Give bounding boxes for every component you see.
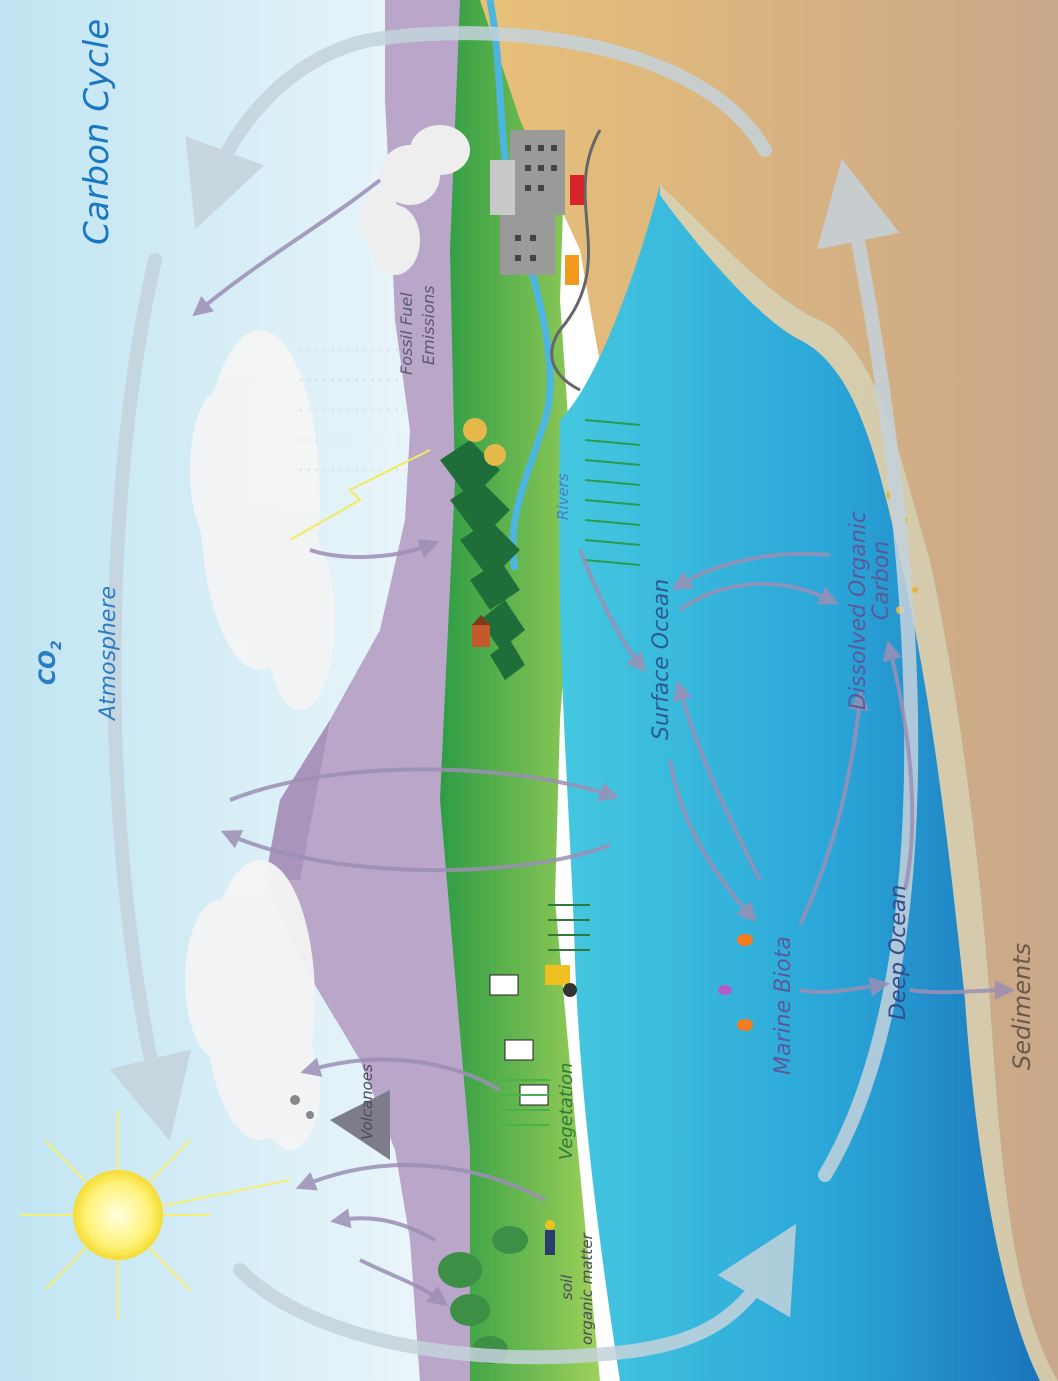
- surface-ocean-label: Surface Ocean: [649, 579, 674, 740]
- co2-label: CO2: [36, 640, 65, 685]
- grass-icon: [500, 1079, 550, 1126]
- dissolved-carbon-line2: Carbon: [869, 541, 894, 620]
- factory-icon: [490, 130, 584, 285]
- mountain-range: [265, 0, 470, 1381]
- marsh-grass-icon: [584, 419, 641, 566]
- atmosphere-label: Atmosphere: [96, 586, 121, 722]
- vegetation-label: Vegetation: [556, 1063, 577, 1160]
- diagram-title: Carbon Cycle: [77, 19, 117, 245]
- tractor-icon: [545, 965, 577, 997]
- volcano-icon: [290, 1090, 390, 1160]
- house-icon: [472, 615, 490, 647]
- fish-icon: [737, 934, 753, 1031]
- deep-ocean-label: Deep Ocean: [886, 885, 911, 1020]
- ocean-region: [558, 185, 1058, 1381]
- river: [486, 0, 554, 571]
- cloud-icon: [190, 330, 335, 710]
- crops-icon: [548, 904, 590, 951]
- fossil-fuel-line1: Fossil Fuel: [397, 292, 416, 375]
- sediments-label: Sediments: [1008, 943, 1036, 1070]
- road: [550, 129, 602, 392]
- flux-arrows: [192, 178, 1015, 1306]
- land-region: [440, 0, 600, 1381]
- person-icon: [545, 1220, 555, 1255]
- soil-label-line2: organic matter: [578, 1232, 596, 1345]
- soil-label-line1: soil: [558, 1274, 576, 1300]
- tree-icon: [463, 418, 506, 466]
- fish-icon: [718, 985, 732, 995]
- lightning-icon: [289, 449, 431, 541]
- smoke-icon: [360, 125, 470, 275]
- fossil-fuel-line2: Emissions: [419, 285, 438, 365]
- sun-icon: [20, 1110, 291, 1320]
- co2-label-subscript: 2: [49, 640, 65, 650]
- rivers-label: Rivers: [554, 473, 572, 520]
- co2-label-main: CO: [36, 650, 61, 685]
- marine-biota-label: Marine Biota: [771, 936, 796, 1075]
- volcanoes-label: Volcanoes: [358, 1064, 376, 1140]
- dissolved-carbon-line1: Dissolved Organic: [846, 511, 871, 710]
